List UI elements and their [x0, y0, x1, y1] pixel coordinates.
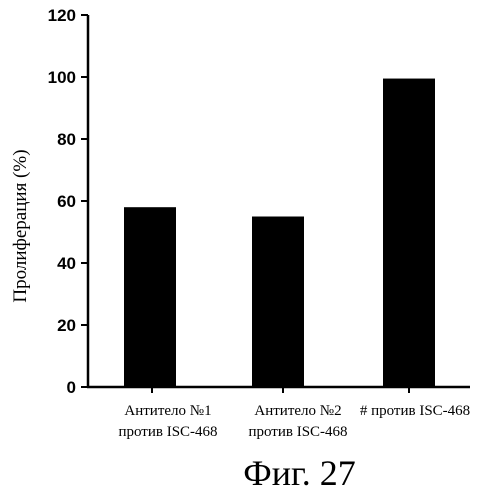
- y-tick-label: 0: [67, 378, 76, 397]
- y-tick-label: 40: [57, 254, 76, 273]
- y-tick-label: 120: [48, 6, 76, 25]
- y-tick-label: 80: [57, 130, 76, 149]
- y-axis-label: Пролиферация (%): [10, 126, 34, 326]
- chart-y-ticks: 0 20 40 60 80 100 120: [48, 6, 88, 397]
- bar-3: [383, 79, 435, 387]
- x-category-1-line2: против ISC-468: [98, 422, 238, 443]
- bar-2: [252, 217, 304, 388]
- y-tick-label: 100: [48, 68, 76, 87]
- figure-caption: Фиг. 27: [0, 452, 479, 494]
- bar-1: [124, 207, 176, 387]
- x-category-label-2: Антитело №2 против ISC-468: [228, 401, 368, 443]
- x-category-3-line1: # против ISC-468: [352, 401, 478, 422]
- x-category-label-3: # против ISC-468: [352, 401, 478, 422]
- y-tick-label: 20: [57, 316, 76, 335]
- bar-chart: 0 20 40 60 80 100 120: [0, 0, 479, 420]
- x-category-label-1: Антитело №1 против ISC-468: [98, 401, 238, 443]
- x-category-2-line2: против ISC-468: [228, 422, 368, 443]
- y-tick-label: 60: [57, 192, 76, 211]
- chart-bars: [124, 79, 435, 387]
- x-category-1-line1: Антитело №1: [98, 401, 238, 422]
- x-category-2-line1: Антитело №2: [228, 401, 368, 422]
